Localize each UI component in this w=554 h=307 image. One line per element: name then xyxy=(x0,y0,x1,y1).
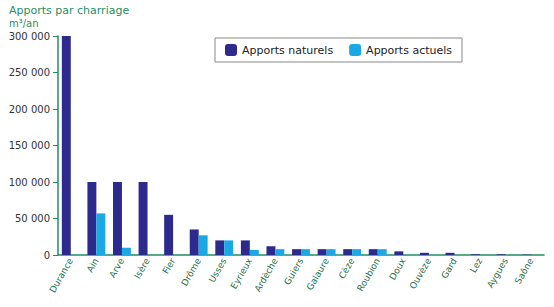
svg-text:0: 0 xyxy=(44,250,50,261)
svg-text:Aygues: Aygues xyxy=(485,256,510,289)
svg-text:Apports actuels: Apports actuels xyxy=(366,44,452,57)
svg-text:Drôme: Drôme xyxy=(179,256,203,288)
svg-text:250 000: 250 000 xyxy=(9,67,50,78)
svg-text:Guiers: Guiers xyxy=(282,256,305,286)
svg-text:Apports par charriage: Apports par charriage xyxy=(9,4,129,17)
svg-text:150 000: 150 000 xyxy=(9,140,50,151)
svg-text:Roubion: Roubion xyxy=(355,256,382,293)
svg-text:Ardèche: Ardèche xyxy=(253,256,280,294)
svg-text:Arve: Arve xyxy=(107,256,126,279)
svg-text:Ain: Ain xyxy=(85,256,101,273)
svg-text:50 000: 50 000 xyxy=(15,213,50,224)
svg-text:Lez: Lez xyxy=(468,256,484,274)
svg-text:Durance: Durance xyxy=(47,256,75,294)
svg-text:300 000: 300 000 xyxy=(9,31,50,42)
svg-text:Doux: Doux xyxy=(387,256,408,282)
svg-text:Usses: Usses xyxy=(207,256,229,284)
svg-text:Galaure: Galaure xyxy=(305,256,331,292)
svg-text:Saône: Saône xyxy=(513,256,536,286)
svg-text:Eyrieux: Eyrieux xyxy=(229,256,255,291)
svg-text:Apports naturels: Apports naturels xyxy=(242,44,333,57)
svg-text:100 000: 100 000 xyxy=(9,177,50,188)
svg-text:Gard: Gard xyxy=(439,256,459,280)
svg-text:200 000: 200 000 xyxy=(9,104,50,115)
svg-text:Ouvèze: Ouvèze xyxy=(408,256,434,291)
svg-text:Fier: Fier xyxy=(161,256,178,275)
svg-text:Isère: Isère xyxy=(132,256,152,280)
svg-text:Cèze: Cèze xyxy=(337,256,357,281)
svg-text:m³/an: m³/an xyxy=(9,18,39,29)
